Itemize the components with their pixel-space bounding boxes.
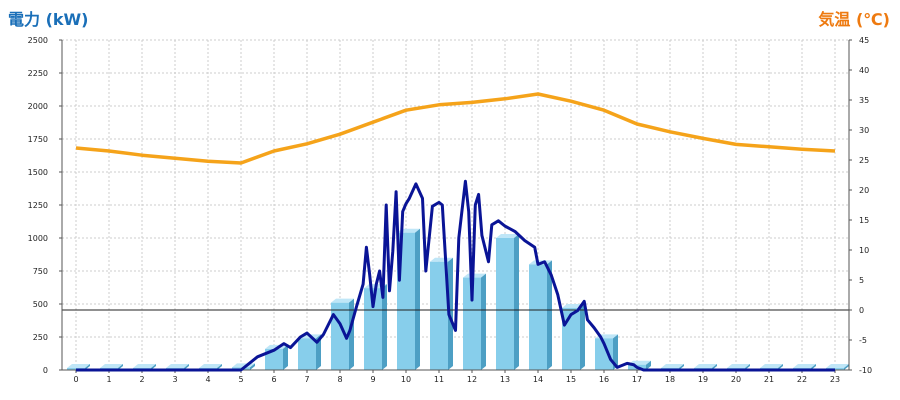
- left-tick-label: 2500: [28, 36, 48, 45]
- series-lines: [75, 92, 836, 372]
- temperature-line: [75, 92, 836, 165]
- bar-side: [580, 303, 585, 370]
- x-tick-label: 1: [106, 375, 111, 384]
- x-tick-label: 19: [698, 375, 708, 384]
- bar-side: [250, 363, 255, 370]
- x-tick-label: 16: [599, 375, 609, 384]
- bar-top: [826, 364, 849, 369]
- bar: [496, 238, 514, 370]
- x-tick-label: 5: [238, 375, 243, 384]
- bar-top: [694, 364, 717, 369]
- bar-top: [760, 364, 783, 369]
- right-tick-label: 25: [859, 156, 869, 165]
- bar: [595, 338, 613, 370]
- x-tick-label: 8: [337, 375, 342, 384]
- bar-side: [283, 344, 288, 370]
- bar-top: [793, 364, 816, 369]
- power-line: [76, 179, 835, 372]
- x-tick-label: 12: [467, 375, 477, 384]
- right-tick-label: -10: [859, 366, 872, 375]
- bar-side: [646, 360, 651, 370]
- x-tick-label: 3: [172, 375, 177, 384]
- bar-side: [448, 257, 453, 370]
- bar-top: [661, 364, 684, 369]
- bar-side: [415, 228, 420, 370]
- bar-side: [382, 284, 387, 370]
- x-tick-label: 11: [434, 375, 444, 384]
- bar: [298, 338, 316, 370]
- left-axis-title: 電力 (kW): [8, 10, 89, 29]
- right-tick-label: 10: [859, 246, 869, 255]
- bar-side: [514, 234, 519, 370]
- tick-labels: 02505007501000125015001750200022502500-1…: [28, 36, 872, 384]
- x-tick-label: 22: [797, 375, 807, 384]
- bar-top: [463, 273, 486, 278]
- left-tick-label: 1750: [28, 135, 48, 144]
- bar-top: [199, 364, 222, 369]
- left-tick-label: 1250: [28, 201, 48, 210]
- left-tick-label: 2000: [28, 102, 48, 111]
- x-tick-label: 0: [73, 375, 78, 384]
- x-tick-label: 10: [401, 375, 411, 384]
- x-tick-label: 9: [370, 375, 375, 384]
- bar-top: [133, 364, 156, 369]
- right-tick-label: 0: [859, 306, 864, 315]
- right-tick-label: 30: [859, 126, 869, 135]
- right-tick-label: 5: [859, 276, 864, 285]
- x-tick-label: 14: [533, 375, 543, 384]
- bar: [265, 348, 283, 370]
- x-tick-label: 4: [205, 375, 210, 384]
- bar-top: [331, 298, 354, 303]
- bar-top: [496, 234, 519, 238]
- bar-side: [844, 364, 849, 370]
- bar: [529, 264, 547, 370]
- bar-top: [727, 364, 750, 369]
- bar-top: [100, 364, 123, 369]
- grid: [62, 39, 849, 371]
- left-tick-label: 250: [33, 333, 48, 342]
- bar-side: [613, 334, 618, 370]
- right-tick-label: 20: [859, 186, 869, 195]
- left-tick-label: 1000: [28, 234, 48, 243]
- left-tick-label: 2250: [28, 69, 48, 78]
- right-tick-label: 15: [859, 216, 869, 225]
- x-tick-label: 17: [632, 375, 642, 384]
- right-tick-label: 45: [859, 36, 869, 45]
- x-tick-label: 6: [271, 375, 276, 384]
- bar-top: [67, 364, 90, 369]
- left-tick-label: 1500: [28, 168, 48, 177]
- bar: [364, 288, 382, 370]
- x-tick-label: 15: [566, 375, 576, 384]
- bar: [430, 261, 448, 370]
- bar-side: [547, 260, 552, 370]
- x-tick-label: 23: [830, 375, 840, 384]
- right-tick-label: 40: [859, 66, 869, 75]
- right-axis-title: 気温 (℃): [818, 10, 890, 29]
- left-tick-label: 0: [43, 366, 48, 375]
- bar-side: [481, 273, 486, 370]
- x-tick-label: 18: [665, 375, 675, 384]
- right-tick-label: 35: [859, 96, 869, 105]
- bar: [463, 277, 481, 370]
- left-tick-label: 500: [33, 300, 48, 309]
- x-tick-label: 2: [139, 375, 144, 384]
- right-tick-label: -5: [859, 336, 867, 345]
- bar-top: [430, 257, 453, 262]
- x-tick-label: 13: [500, 375, 510, 384]
- x-tick-label: 21: [764, 375, 774, 384]
- left-tick-label: 750: [33, 267, 48, 276]
- bar-top: [166, 364, 189, 369]
- x-tick-label: 7: [304, 375, 309, 384]
- x-tick-label: 20: [731, 375, 741, 384]
